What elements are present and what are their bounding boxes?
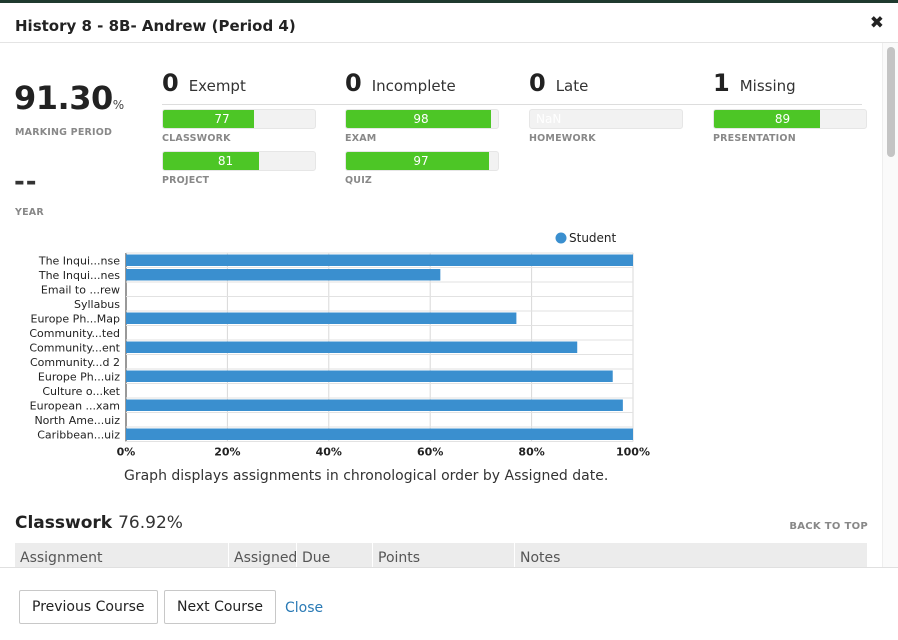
chart-tick-label: 80% — [518, 446, 544, 459]
column-header-points[interactable]: Points — [373, 543, 515, 571]
next-course-button[interactable]: Next Course — [164, 590, 276, 624]
category-label: QUIZ — [345, 175, 373, 186]
category-bar-exam[interactable]: 98 — [345, 109, 499, 129]
marking-period-unit: % — [112, 98, 124, 112]
category-bar-presentation[interactable]: 89 — [713, 109, 867, 129]
column-header-notes[interactable]: Notes — [520, 550, 561, 566]
category-label: EXAM — [345, 133, 377, 144]
category-bar-project[interactable]: 81 — [162, 151, 316, 171]
modal-footer: Previous Course Next Course Close — [0, 567, 898, 640]
section-heading: Classwork 76.92% — [15, 513, 183, 533]
column-header-due[interactable]: Due — [297, 543, 373, 571]
chart-category-label: Europe Ph...Map — [31, 312, 121, 325]
category-bar-value: 98 — [413, 112, 429, 126]
chart-category-label: The Inqui...nes — [38, 269, 120, 282]
stat-count: 0 — [529, 69, 546, 97]
chart-bar — [126, 428, 633, 440]
window-top-edge — [0, 0, 898, 3]
category-bar-fill — [346, 152, 489, 170]
chart-tick-label: 40% — [316, 446, 342, 459]
category-bar-classwork[interactable]: 77 — [162, 109, 316, 129]
category-bar-value: 77 — [214, 112, 230, 126]
stat-missing: 1 Missing — [713, 69, 796, 97]
chart-caption: Graph displays assignments in chronologi… — [124, 468, 609, 484]
chart-tick-label: 60% — [417, 446, 443, 459]
stats-divider — [162, 104, 862, 105]
chart-bar — [126, 399, 623, 411]
close-icon[interactable]: ✖ — [869, 13, 884, 33]
column-header-assignment[interactable]: Assignment — [15, 543, 229, 571]
category-bar-quiz[interactable]: 97 — [345, 151, 499, 171]
stat-exempt: 0 Exempt — [162, 69, 246, 97]
chart-category-label: Caribbean...uiz — [37, 428, 120, 441]
chart-bar — [126, 370, 613, 382]
category-bar-value: 89 — [774, 112, 791, 126]
category-bar-fill — [346, 110, 491, 128]
chart-category-label: Email to ...rew — [41, 283, 120, 296]
year-grade: -- — [14, 167, 38, 197]
stat-incomplete: 0 Incomplete — [345, 69, 456, 97]
category-label: PRESENTATION — [713, 133, 796, 144]
course-details-modal: History 8 - 8B- Andrew (Period 4) ✖ 91.3… — [0, 3, 898, 640]
close-link[interactable]: Close — [285, 600, 324, 616]
section-name: Classwork — [15, 513, 113, 533]
column-header-assigned[interactable]: Assigned — [229, 543, 297, 571]
stat-label: Missing — [739, 77, 796, 95]
category-bar-value: 97 — [413, 154, 429, 168]
category-bar-homework[interactable]: NaN — [529, 109, 683, 129]
marking-period-value: 91.30 — [14, 79, 113, 117]
legend-label: Student — [569, 231, 617, 245]
chart-bar — [126, 341, 578, 353]
stat-label: Exempt — [188, 77, 246, 95]
chart-bar — [126, 254, 633, 266]
category-bar-value: NaN — [536, 112, 562, 126]
stat-label: Late — [555, 77, 589, 95]
stat-count: 0 — [162, 69, 179, 97]
modal-title: History 8 - 8B- Andrew (Period 4) — [15, 17, 296, 35]
previous-course-button[interactable]: Previous Course — [19, 590, 158, 624]
chart-category-label: Community...ted — [29, 327, 120, 340]
chart-bar — [126, 269, 441, 281]
category-label: PROJECT — [162, 175, 210, 186]
category-label: CLASSWORK — [162, 133, 231, 144]
chart-category-label: North Ame...uiz — [34, 414, 120, 427]
chart-category-label: Community...ent — [29, 341, 120, 354]
category-bar-fill — [163, 152, 259, 170]
chart-tick-label: 20% — [214, 446, 240, 459]
assignments-table-header: Assignment Assigned Due Points Notes — [15, 543, 867, 571]
stat-late: 0 Late — [529, 69, 588, 97]
chart-category-label: Culture o...ket — [42, 385, 120, 398]
scrollbar-track[interactable] — [882, 43, 898, 567]
chart-category-label: The Inqui...nse — [38, 254, 120, 267]
category-bar-fill — [714, 110, 820, 128]
modal-header: History 8 - 8B- Andrew (Period 4) ✖ — [0, 3, 898, 43]
marking-period-label: MARKING PERIOD — [15, 127, 113, 138]
category-bar-value: 81 — [217, 154, 234, 168]
chart-category-label: Europe Ph...uiz — [38, 370, 120, 383]
chart-bar — [126, 312, 517, 324]
stat-count: 1 — [713, 69, 730, 97]
category-label: HOMEWORK — [529, 133, 596, 144]
chart-category-label: Syllabus — [74, 298, 120, 311]
chart-tick-label: 0% — [117, 446, 136, 459]
year-label: YEAR — [15, 207, 44, 218]
chart-category-label: European ...xam — [30, 399, 120, 412]
marking-period-grade: 91.30% — [14, 79, 124, 117]
section-score: 76.92% — [118, 513, 183, 533]
scrollbar-thumb[interactable] — [887, 47, 895, 157]
category-bar-fill — [163, 110, 254, 128]
stat-count: 0 — [345, 69, 362, 97]
chart-category-label: Community...d 2 — [30, 356, 120, 369]
stat-label: Incomplete — [371, 77, 456, 95]
back-to-top-link[interactable]: BACK TO TOP — [789, 521, 868, 532]
legend-swatch — [555, 232, 567, 244]
chart-tick-label: 100% — [616, 446, 650, 459]
